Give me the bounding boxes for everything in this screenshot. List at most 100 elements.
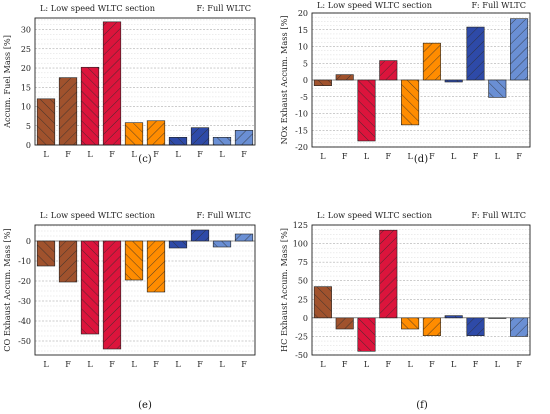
bar-hatch [235,234,253,241]
x-tick-label: F [429,360,435,369]
y-tick-label: -25 [295,332,308,341]
legend-header-right: F: Full WLTC [197,3,251,13]
bar-hatch [401,80,419,125]
y-tick-label: -40 [18,317,31,326]
bar-hatch [37,98,55,145]
chart-panel-2: L: Low speed WLTC section F: Full WLTC -20… [279,0,531,165]
x-tick-label: F [241,150,247,159]
y-tick-label: 5 [26,122,31,131]
bar-hatch [401,317,419,329]
x-tick-label: L [219,150,225,159]
y-tick-label: 5 [303,59,308,68]
plot-frame [34,224,256,356]
legend-header-left: L: Low speed WLTC section [40,210,156,220]
y-tick-label: -50 [18,337,31,346]
x-tick-label: F [65,150,71,159]
bar-hatch [444,315,463,318]
y-tick-label: -10 [18,257,31,266]
x-tick-label: L [43,360,49,369]
x-tick-label: L [495,152,501,161]
x-tick-label: L [320,360,326,369]
bar-hatch [379,60,398,80]
x-tick-label: F [516,360,522,369]
bar-hatch [169,241,187,248]
y-tick-label: -20 [295,143,308,152]
x-tick-label: F [342,152,348,161]
y-tick-label: 30 [21,26,31,35]
y-tick-label: 0 [26,141,31,150]
bar-hatch [37,241,55,266]
y-axis-title: Accum. Fuel Mass [%] [2,35,12,129]
x-tick-label: F [241,360,247,369]
legend-header-left: L: Low speed WLTC section [40,3,156,13]
bar-hatch [191,230,209,241]
x-tick-label: F [342,360,348,369]
bar-hatch [335,74,354,80]
y-tick-label: 0 [26,237,31,246]
x-tick-label: L [451,360,457,369]
y-tick-label: 20 [298,9,308,18]
bar-hatch [488,80,507,98]
x-tick-label: L [407,152,413,161]
y-tick-label: 20 [21,64,31,73]
y-tick-label: 25 [21,45,31,54]
panel-label: (e) [138,400,152,411]
x-tick-label: L [451,152,457,161]
bar-hatch [147,241,165,292]
bar-hatch [59,77,77,145]
x-tick-label: F [386,360,392,369]
bar-hatch [125,122,143,145]
bar-hatch [235,130,253,145]
bar-hatch [125,241,143,280]
bar-hatch [444,80,463,83]
x-tick-label: L [364,360,370,369]
bar-hatch [314,80,332,86]
y-axis-title: HC Exhaust Accum. Mass [%] [279,228,289,352]
y-tick-label: -50 [295,351,308,360]
y-tick-label: 50 [298,277,308,286]
x-tick-label: L [87,360,93,369]
bar-hatch [81,67,99,145]
y-tick-label: 15 [298,26,308,35]
bar-hatch [103,241,121,349]
panel-label: (c) [138,154,152,165]
bar-hatch [379,230,398,318]
bar-hatch [423,317,441,336]
x-tick-label: F [197,150,203,159]
chart-panel-1: L: Low speed WLTC section F: Full WLTC 0 5 1… [2,3,256,165]
x-tick-label: F [109,360,115,369]
y-tick-label: -15 [295,126,308,135]
bar-hatch [488,317,507,319]
bar-hatch [510,317,528,337]
y-tick-label: 0 [303,76,308,85]
bar-hatch [147,120,165,145]
x-tick-label: F [197,360,203,369]
plot-frame [311,224,531,356]
legend-header-left: L: Low speed WLTC section [317,0,433,10]
x-tick-label: F [109,150,115,159]
y-tick-label: 10 [21,103,31,112]
y-tick-label: 10 [298,43,308,52]
y-tick-label: -5 [300,93,308,102]
x-tick-label: F [429,152,435,161]
x-tick-label: L [87,150,93,159]
x-tick-label: L [320,152,326,161]
x-tick-label: L [364,152,370,161]
bar-hatch [213,137,231,145]
bar-hatch [191,127,209,145]
panel-label-f: (f) [416,400,428,411]
x-tick-label: F [153,360,159,369]
x-tick-label: F [473,152,479,161]
y-axis-title: CO Exhaust Accum. Mass [%] [2,228,12,351]
y-tick-label: 125 [293,221,308,230]
x-tick-label: L [131,360,137,369]
bar-hatch [335,317,354,329]
panel-label: (d) [414,154,428,165]
x-tick-label: L [219,360,225,369]
plot-frame [311,12,531,148]
x-tick-label: F [153,150,159,159]
x-tick-label: F [386,152,392,161]
y-tick-label: 15 [21,83,31,92]
bar-hatch [357,317,376,352]
